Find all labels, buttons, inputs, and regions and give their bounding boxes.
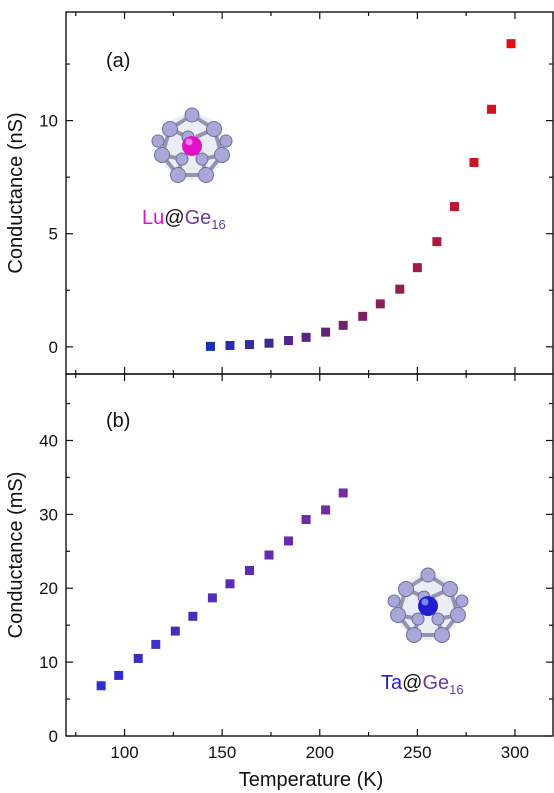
data-point	[321, 327, 331, 337]
formula-metal: Ta	[381, 672, 403, 694]
x-tick-label: 150	[208, 743, 236, 762]
data-point	[284, 336, 294, 346]
data-point	[358, 311, 368, 321]
x-axis-title: Temperature (K)	[239, 769, 384, 791]
x-tick-label: 300	[501, 743, 529, 762]
data-point	[412, 263, 422, 273]
data-point	[207, 593, 217, 603]
data-point	[506, 39, 516, 49]
formula-subscript: 16	[449, 682, 463, 697]
x-tick-label: 100	[110, 743, 138, 762]
data-point	[170, 626, 180, 636]
data-point	[338, 320, 348, 330]
panel-a-label: (a)	[106, 50, 130, 72]
ta-atom	[418, 596, 438, 616]
data-point	[487, 104, 497, 114]
data-point	[395, 284, 405, 294]
panel-a-plot: 0 5 10 Conductance (nS)	[5, 11, 554, 375]
data-point	[432, 237, 442, 247]
ta-ge16-cluster-illustration	[387, 567, 469, 643]
data-point	[133, 653, 143, 663]
data-point	[301, 515, 311, 525]
x-tick-label: 250	[403, 743, 431, 762]
data-point	[301, 332, 311, 342]
formula-at-sign: @	[402, 672, 422, 694]
formula-cage: Ge	[185, 207, 212, 229]
lu-ge16-formula: Lu@Ge16	[142, 207, 226, 232]
x-tick-label: 200	[306, 743, 334, 762]
data-point	[449, 202, 459, 212]
data-point	[338, 488, 348, 498]
data-point	[244, 566, 254, 576]
plot-frame	[65, 11, 554, 375]
formula-cage: Ge	[422, 672, 449, 694]
data-point	[264, 338, 274, 348]
data-point	[375, 299, 385, 309]
y-tick-label: 0	[49, 338, 58, 357]
y-tick-label: 5	[49, 225, 58, 244]
data-point	[225, 340, 235, 350]
data-point	[188, 611, 198, 621]
y-tick-label: 30	[39, 505, 58, 524]
y-tick-label: 20	[39, 579, 58, 598]
data-point	[205, 341, 215, 351]
y-tick-label: 10	[39, 112, 58, 131]
data-point	[284, 536, 294, 546]
data-point	[151, 639, 161, 649]
data-point	[321, 505, 331, 515]
y-axis-title: Conductance (nS)	[5, 112, 27, 273]
data-point	[96, 681, 106, 691]
data-point	[225, 579, 235, 589]
y-axis-title: Conductance (mS)	[5, 472, 27, 639]
ta-ge16-formula: Ta@Ge16	[381, 672, 464, 697]
y-tick-label: 0	[49, 727, 58, 746]
y-tick-label: 40	[39, 431, 58, 450]
panel-b-plot: 0 10 20 30 40 100 150 200 250 300 Conductance (mS)	[5, 373, 554, 762]
plot-frame	[65, 373, 554, 737]
panel-b-label: (b)	[106, 410, 130, 432]
data-point	[264, 550, 274, 560]
formula-subscript: 16	[211, 217, 225, 232]
lu-ge16-cluster-illustration	[151, 107, 233, 183]
formula-metal: Lu	[142, 207, 164, 229]
formula-at-sign: @	[164, 207, 184, 229]
data-point	[114, 670, 124, 680]
lu-atom	[182, 136, 202, 156]
y-tick-label: 10	[39, 653, 58, 672]
data-point	[244, 340, 254, 350]
data-point	[469, 157, 479, 167]
